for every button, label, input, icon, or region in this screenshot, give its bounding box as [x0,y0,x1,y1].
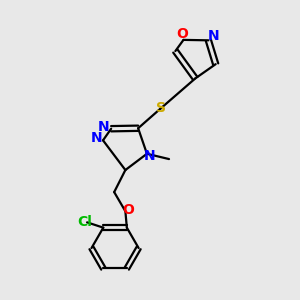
Text: S: S [156,101,166,115]
Text: O: O [122,203,134,218]
Text: N: N [98,120,110,134]
Text: O: O [177,27,188,41]
Text: N: N [208,29,220,43]
Text: N: N [91,131,102,145]
Text: Cl: Cl [77,215,92,229]
Text: N: N [143,149,155,163]
